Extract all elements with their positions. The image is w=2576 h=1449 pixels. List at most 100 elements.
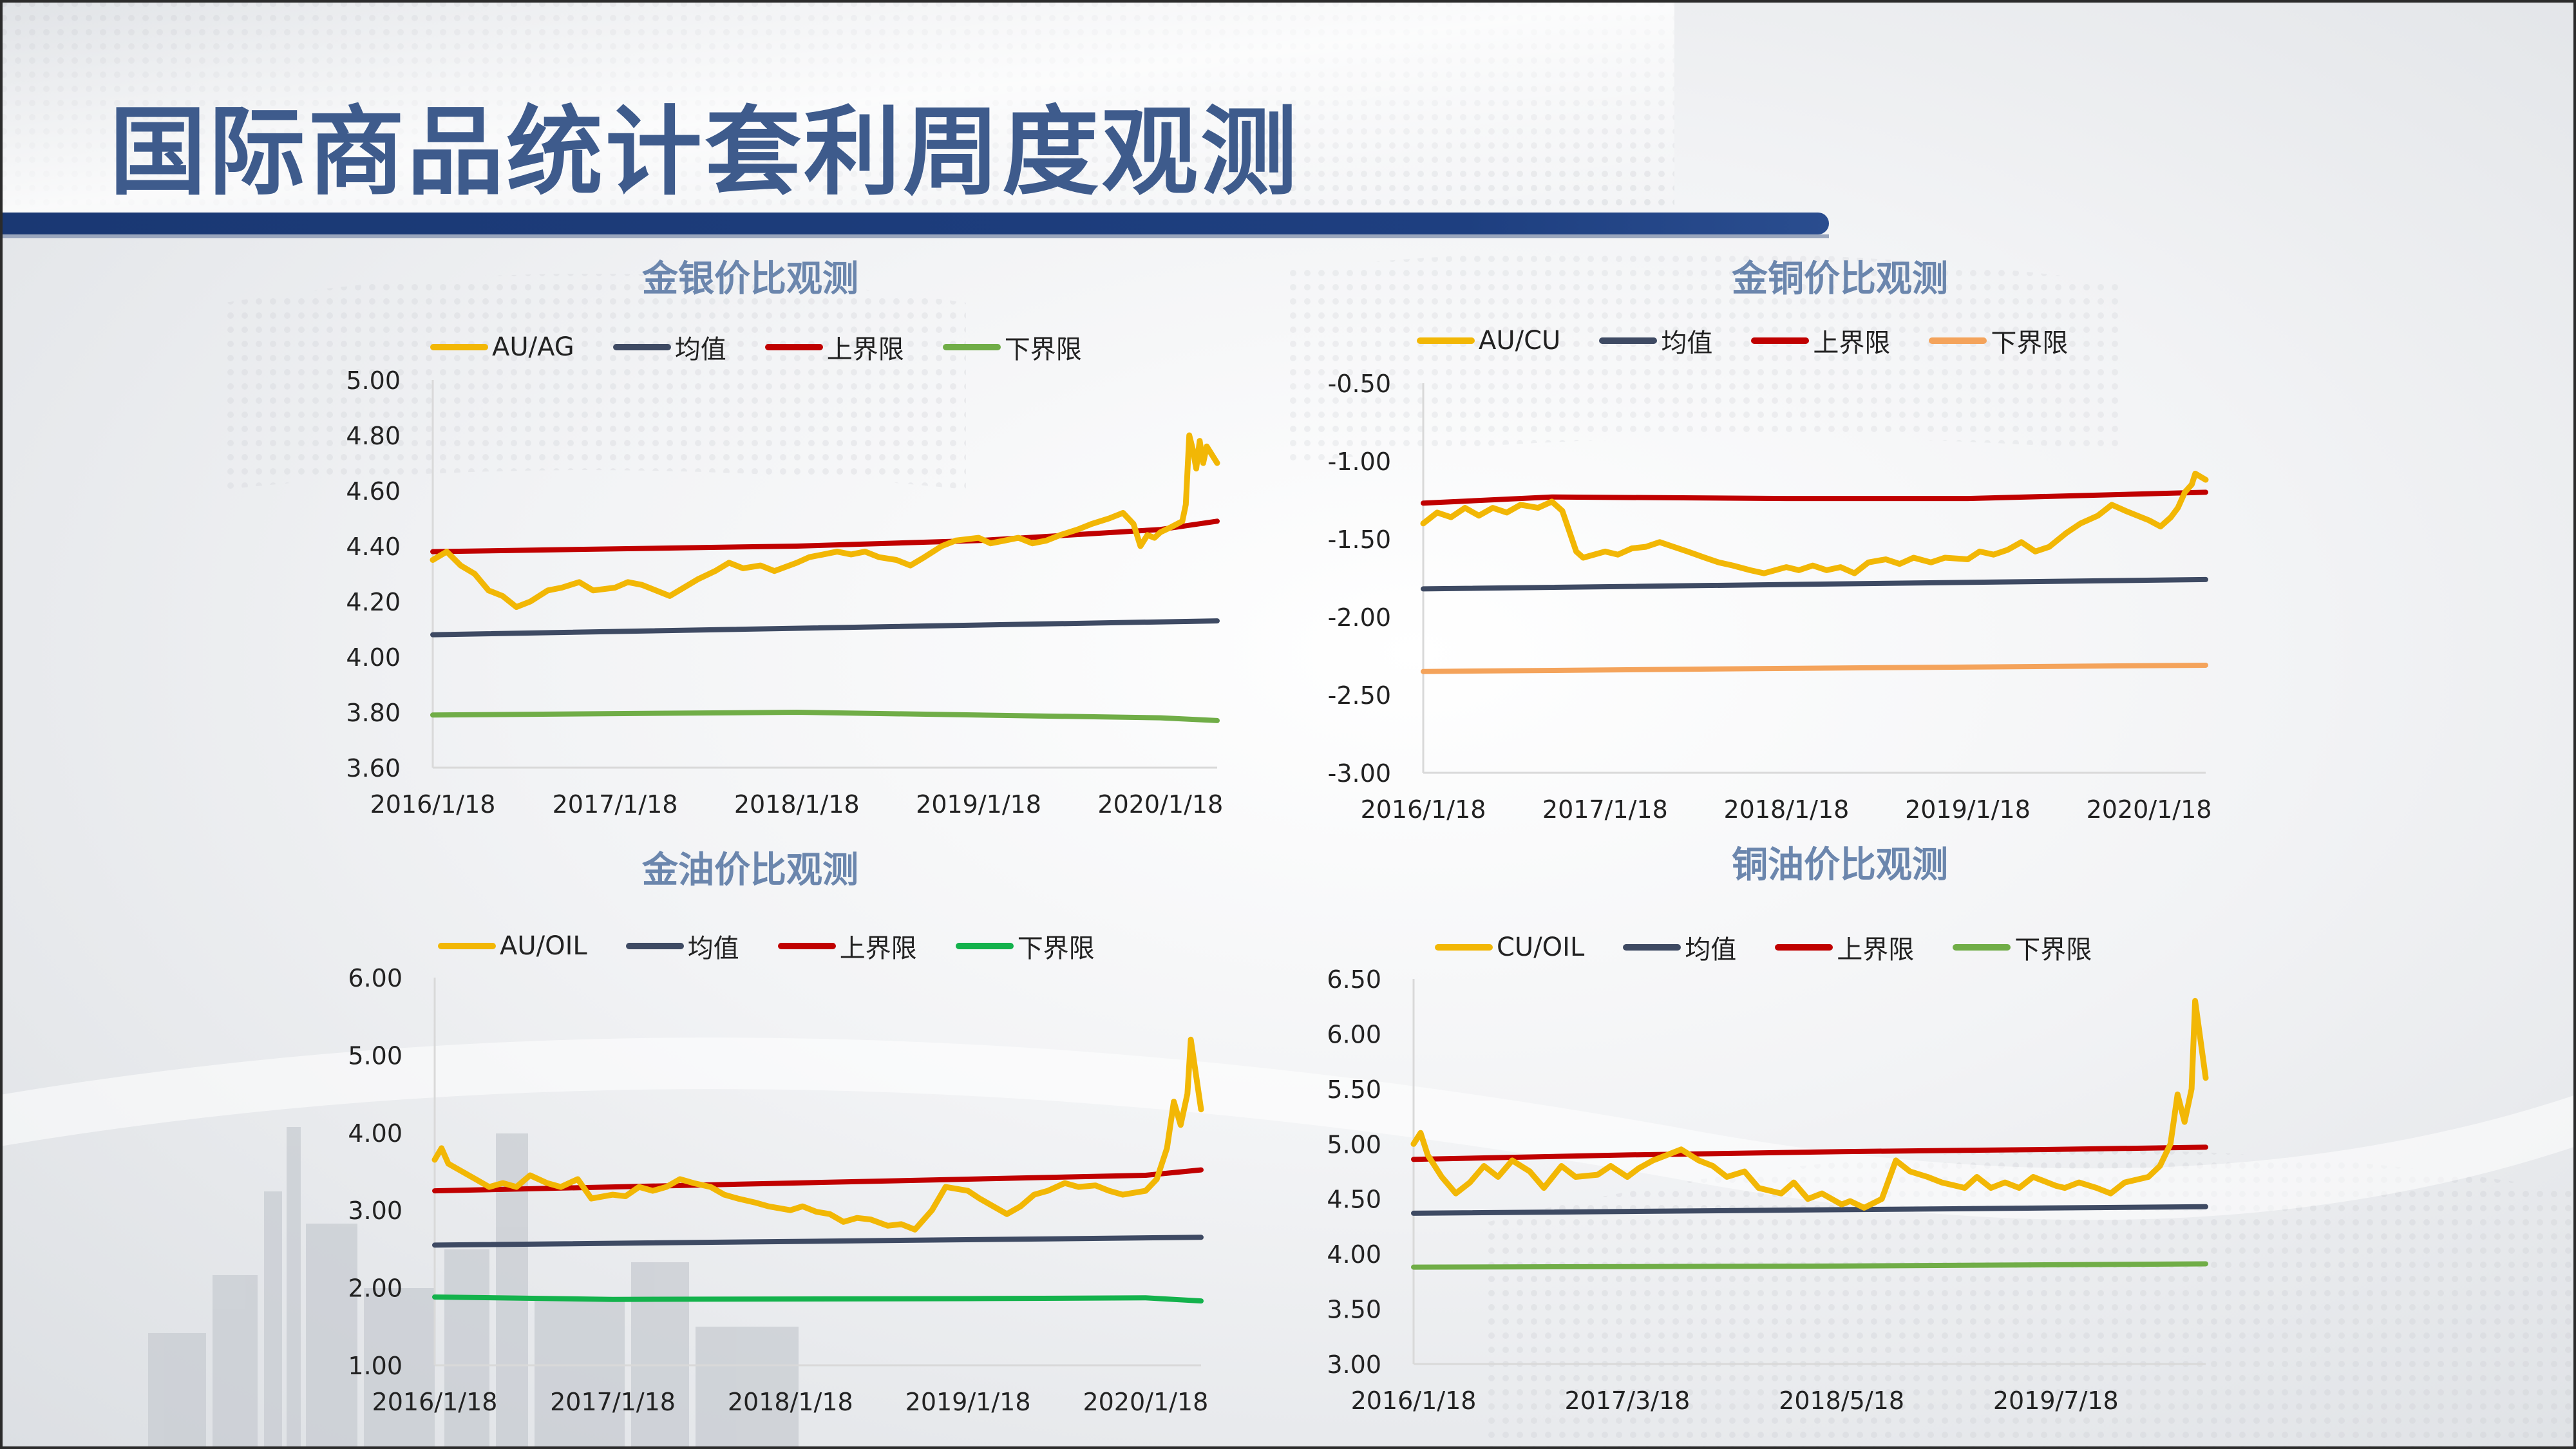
y-tick-label: 5.00	[346, 366, 401, 395]
x-tick-label: 2017/1/18	[550, 1388, 676, 1416]
legend-item: 下界限	[1929, 322, 2068, 359]
x-tick-label: 2020/1/18	[1083, 1388, 1208, 1416]
legend-label: 上界限	[1837, 935, 1915, 965]
y-tick-label: -1.50	[1328, 526, 1391, 554]
y-tick-label: 3.00	[348, 1197, 402, 1225]
y-tick-label: 5.50	[1327, 1075, 1381, 1104]
series-line-ratio	[430, 432, 1220, 611]
y-tick-label: 4.60	[346, 477, 401, 506]
x-tick-label: 2020/1/18	[2087, 795, 2212, 824]
y-tick-label: 4.00	[1327, 1240, 1381, 1269]
x-tick-label: 2019/1/18	[1905, 795, 2031, 824]
legend-label: CU/OIL	[1497, 933, 1585, 962]
legend-item: 均值	[1599, 322, 1712, 359]
series-line-lower	[1421, 663, 2208, 674]
legend-label: 均值	[687, 934, 739, 963]
x-tick-label: 2016/1/18	[1351, 1387, 1477, 1415]
legend-label: 下界限	[2014, 935, 2092, 965]
y-tick-label: -0.50	[1328, 370, 1391, 398]
y-tick-label: 3.50	[1327, 1296, 1381, 1324]
y-tick-label: 4.80	[346, 422, 401, 450]
x-tick-label: 2018/1/18	[728, 1388, 853, 1416]
title-band-shadow	[0, 234, 1829, 238]
y-tick-label: -3.00	[1328, 759, 1391, 788]
legend-label: 下界限	[1004, 335, 1082, 365]
y-tick-label: 4.50	[1327, 1186, 1381, 1214]
title-band	[0, 213, 1829, 234]
y-tick-label: 4.20	[346, 588, 401, 616]
y-tick-label: -1.00	[1328, 448, 1391, 476]
legend-label: 上界限	[1813, 328, 1891, 358]
legend-item: AU/AG	[430, 332, 574, 362]
legend-label: 均值	[1685, 935, 1737, 965]
legend-label: 均值	[1661, 328, 1713, 358]
legend-item: AU/OIL	[438, 931, 587, 961]
legend-cu-oil: CU/OIL 均值 上界限 下界限	[1435, 929, 2092, 966]
page-title: 国际商品统计套利周度观测	[109, 97, 1300, 209]
legend-label: AU/OIL	[500, 931, 587, 961]
series-line-lower	[432, 1294, 1204, 1304]
x-tick-label: 2018/5/18	[1779, 1387, 1904, 1415]
legend-label: AU/CU	[1479, 326, 1561, 355]
x-tick-label: 2016/1/18	[1361, 795, 1486, 824]
y-tick-label: 4.00	[348, 1119, 402, 1148]
y-tick-label: -2.00	[1328, 603, 1391, 632]
series-line-ratio	[431, 1036, 1204, 1233]
series-line-lower	[1411, 1261, 2208, 1270]
x-tick-label: 2019/1/18	[916, 790, 1041, 819]
series-line-mean	[1411, 1204, 2208, 1216]
legend-item: 上界限	[1751, 322, 1890, 359]
legend-au-ag: AU/AG 均值 上界限 下界限	[430, 328, 1082, 366]
y-tick-label: 1.00	[348, 1352, 402, 1380]
y-tick-label: 6.00	[1327, 1020, 1381, 1048]
y-tick-label: 3.60	[346, 754, 401, 782]
chart-title-au-cu: 金铜价比观测	[1732, 258, 1948, 300]
y-tick-label: 4.40	[346, 533, 401, 561]
legend-item: 均值	[625, 927, 739, 965]
series-line-ratio	[1410, 998, 2209, 1211]
y-tick-label: -2.50	[1328, 681, 1391, 710]
legend-label: 上界限	[826, 335, 904, 365]
legend-label: 下界限	[1991, 328, 2069, 358]
x-tick-label: 2018/1/18	[734, 790, 860, 819]
series-line-upper	[430, 518, 1220, 554]
x-tick-label: 2017/3/18	[1564, 1387, 1690, 1415]
series-line-mean	[1421, 576, 2208, 592]
legend-item: 下界限	[955, 927, 1095, 965]
y-tick-label: 5.00	[348, 1041, 402, 1070]
y-tick-label: 6.00	[348, 964, 402, 992]
y-tick-label: 5.00	[1327, 1130, 1381, 1159]
x-tick-label: 2019/1/18	[905, 1388, 1031, 1416]
legend-item: 均值	[1623, 929, 1736, 966]
series-line-mean	[430, 618, 1220, 638]
chart-title-au-oil: 金油价比观测	[642, 849, 858, 891]
legend-item: 下界限	[1953, 929, 2092, 966]
x-tick-label: 2016/1/18	[372, 1388, 498, 1416]
chart-title-cu-oil: 铜油价比观测	[1732, 844, 1948, 886]
y-tick-label: 4.00	[346, 643, 401, 672]
legend-item: 上界限	[777, 927, 917, 965]
legend-item: 均值	[612, 328, 726, 366]
series-line-upper	[1411, 1144, 2208, 1162]
x-tick-label: 2020/1/18	[1097, 790, 1223, 819]
legend-au-cu: AU/CU 均值 上界限 下界限	[1417, 322, 2068, 359]
series-line-upper	[1421, 489, 2208, 506]
legend-item: 上界限	[1775, 929, 1914, 966]
legend-item: AU/CU	[1417, 326, 1560, 355]
y-tick-label: 3.80	[346, 699, 401, 727]
series-line-mean	[432, 1235, 1204, 1248]
x-tick-label: 2017/1/18	[1542, 795, 1668, 824]
series-line-ratio	[1420, 470, 2209, 576]
x-tick-label: 2018/1/18	[1723, 795, 1849, 824]
x-tick-label: 2019/7/18	[1993, 1387, 2119, 1415]
y-tick-label: 6.50	[1327, 965, 1381, 994]
legend-item: 下界限	[942, 328, 1082, 366]
legend-item: 上界限	[764, 328, 904, 366]
x-tick-label: 2016/1/18	[370, 790, 496, 819]
legend-label: 均值	[674, 335, 726, 365]
legend-label: 下界限	[1017, 934, 1095, 963]
legend-label: 上界限	[839, 934, 917, 963]
legend-item: CU/OIL	[1435, 933, 1584, 962]
